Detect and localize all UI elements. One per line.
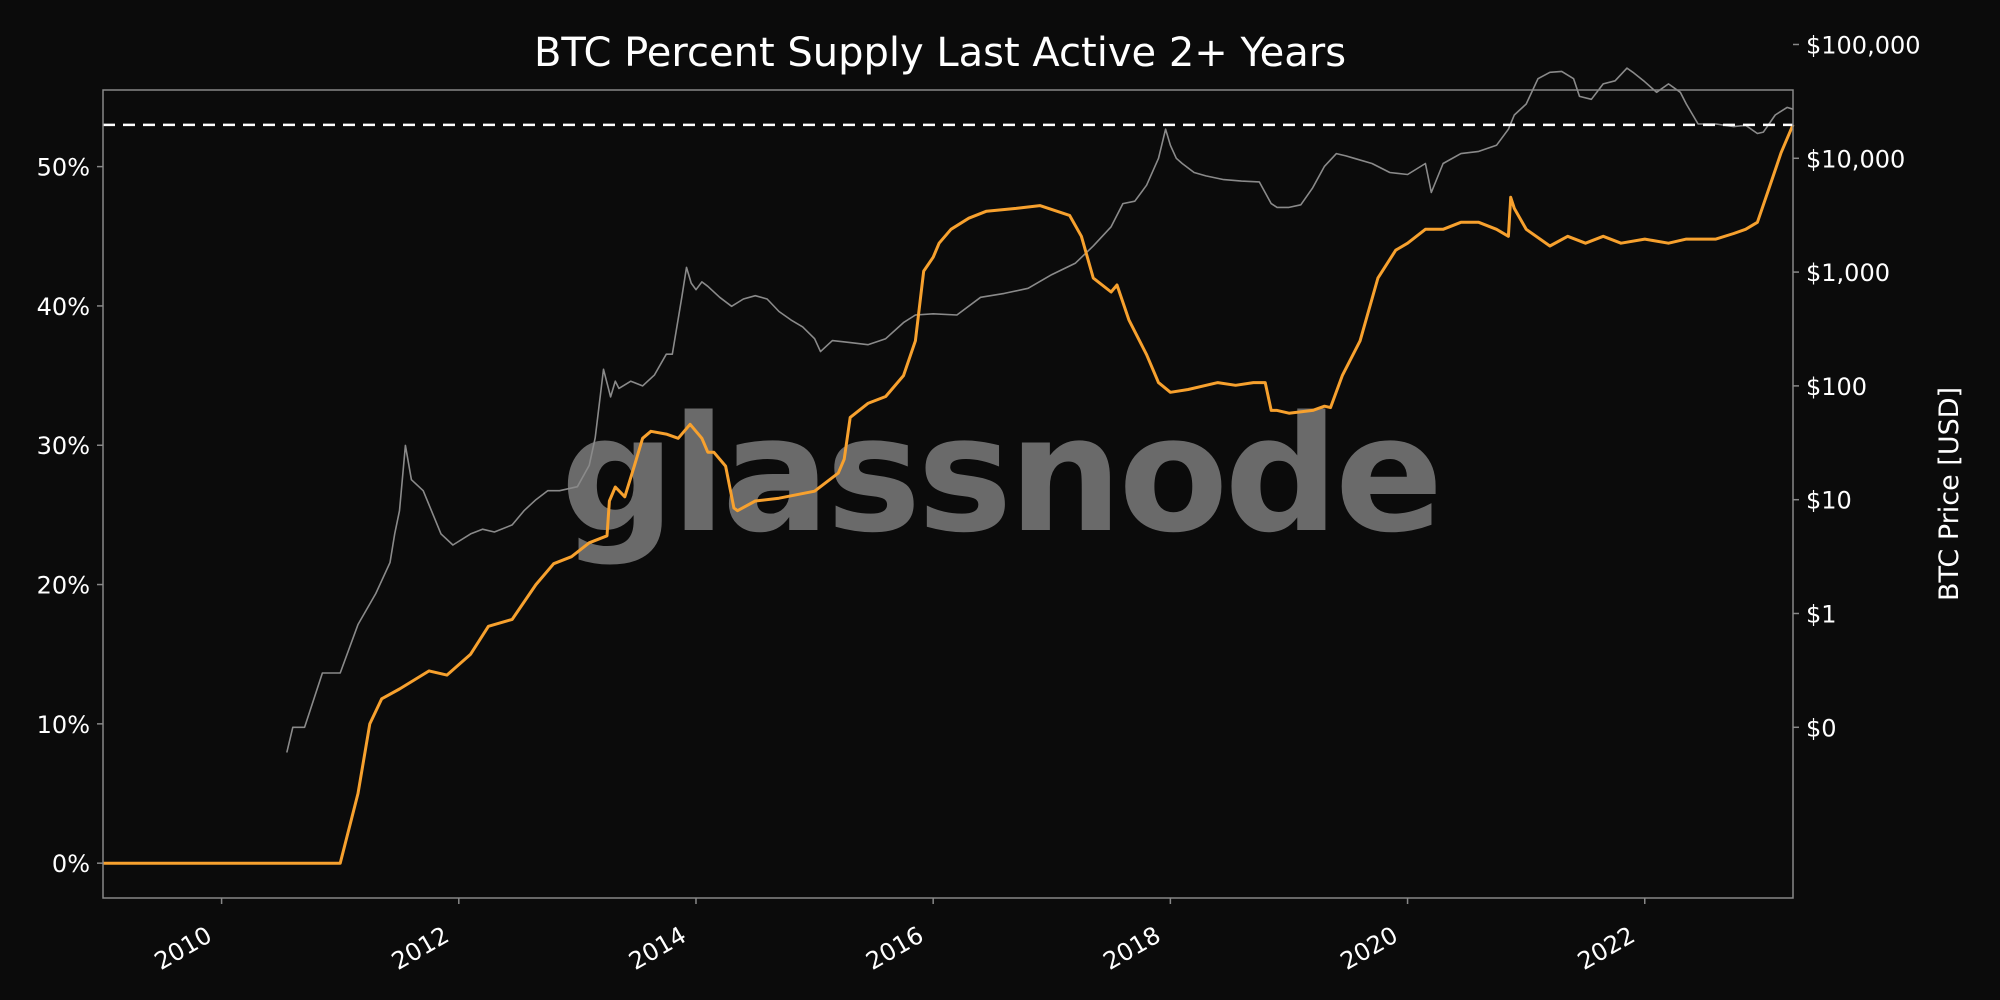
y2-tick-label: $1,000 bbox=[1806, 259, 1890, 287]
y2-tick-label: $10,000 bbox=[1806, 145, 1905, 173]
y2-tick-label: $100,000 bbox=[1806, 31, 1921, 59]
axes-frame bbox=[102, 89, 1794, 899]
y-axis-left: 0% 10% 20% 30% 40% 50% bbox=[37, 154, 103, 878]
watermark: glassnode bbox=[561, 381, 1440, 568]
y2-axis-label: BTC Price [USD] bbox=[1934, 387, 1965, 601]
plot-area bbox=[103, 67, 1795, 865]
y-tick-label: 50% bbox=[37, 154, 90, 182]
y2-tick-label: $100 bbox=[1806, 373, 1867, 401]
y-axis-right: $0 $1 $10 $100 $1,000 $10,000 $100,000 bbox=[1793, 31, 1921, 742]
y-tick-label: 40% bbox=[37, 293, 90, 321]
chart-title: BTC Percent Supply Last Active 2+ Years bbox=[534, 30, 1346, 76]
y2-tick-label: $10 bbox=[1806, 487, 1852, 515]
y-tick-label: 30% bbox=[37, 432, 90, 460]
y2-tick-label: $1 bbox=[1806, 600, 1837, 628]
btc-price-line bbox=[286, 67, 1794, 753]
y-tick-label: 10% bbox=[37, 711, 90, 739]
y-tick-label: 0% bbox=[52, 850, 90, 878]
supply-2y-line bbox=[103, 124, 1795, 865]
y-tick-label: 20% bbox=[37, 572, 90, 600]
y2-tick-label: $0 bbox=[1806, 714, 1837, 742]
